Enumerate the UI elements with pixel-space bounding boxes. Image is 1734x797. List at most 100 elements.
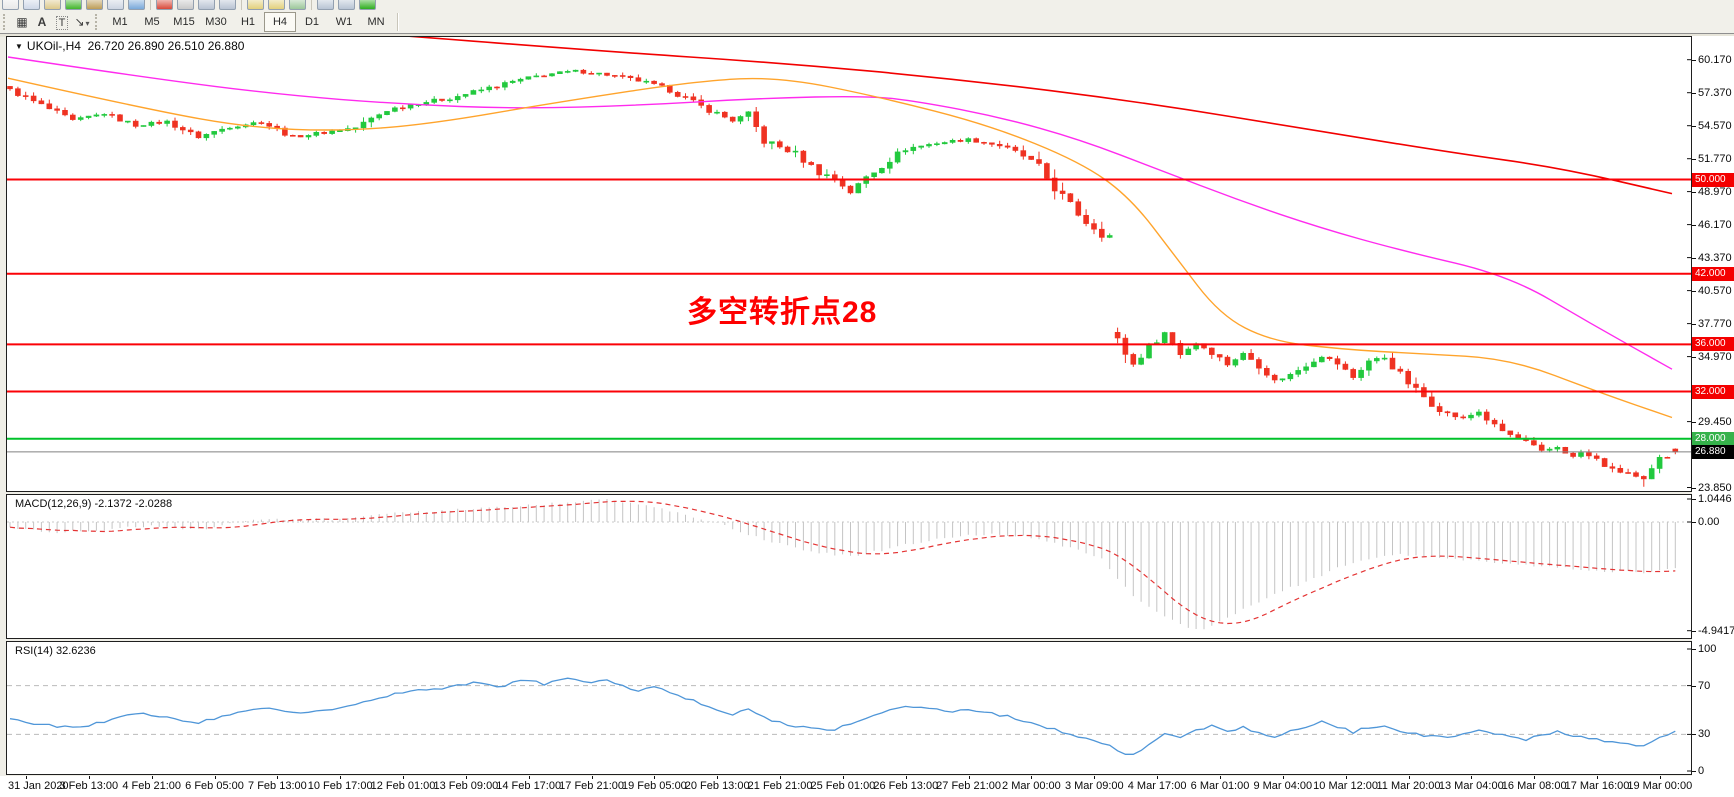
macd-pane[interactable]: MACD(12,26,9) -2.1372 -2.0288 — [6, 494, 1692, 639]
rsi-pane[interactable]: RSI(14) 32.6236 — [6, 641, 1692, 775]
time-axis-label: 17 Mar 16:00 — [1564, 780, 1630, 792]
time-axis-tick — [88, 776, 90, 779]
toolbar-row-2: ▦ A T ↘▾ M1 M5 M15 M30 H1 H4 D1 W1 MN — [0, 11, 1734, 34]
chart-shift-icon[interactable] — [338, 0, 355, 10]
time-axis-tick — [465, 776, 467, 779]
time-axis-label: 16 Mar 08:00 — [1501, 780, 1567, 792]
profiles-icon[interactable] — [107, 0, 124, 10]
indicators-add-icon[interactable] — [65, 0, 82, 10]
axis-tick — [1692, 125, 1696, 127]
timeframe-button-h4[interactable]: H4 — [264, 12, 296, 32]
price-axis-label: 40.570 — [1698, 284, 1732, 297]
price-axis-label: 0 — [1698, 765, 1705, 777]
candle-chart-icon[interactable] — [198, 0, 215, 10]
time-axis-label: 25 Feb 01:00 — [810, 780, 876, 792]
line-chart-icon[interactable] — [219, 0, 236, 10]
time-axis-tick — [780, 776, 782, 779]
time-axis-label: 14 Feb 17:00 — [496, 780, 562, 792]
timeframe-button-m5[interactable]: M5 — [144, 16, 160, 28]
price-axis[interactable]: 60.170 57.370 54.570 51.770 48.970 46.170 43.3… — [1692, 36, 1734, 797]
zoom-in-icon[interactable] — [247, 0, 264, 10]
toolbar-separator — [150, 0, 151, 10]
chart-title: ▼ UKOil-,H4 26.720 26.890 26.510 26.880 — [15, 39, 244, 53]
time-axis-label: 13 Feb 09:00 — [433, 780, 499, 792]
price-axis-label: 34.970 — [1698, 350, 1732, 363]
chart-symbol-period: UKOil-,H4 — [26, 39, 81, 53]
price-axis-label: 30 — [1698, 728, 1711, 741]
bar-chart-icon[interactable] — [177, 0, 194, 10]
time-axis-tick — [1534, 776, 1536, 779]
time-axis-tick — [1282, 776, 1284, 779]
price-axis-label: -4.9417 — [1698, 624, 1734, 637]
new-order-icon[interactable] — [2, 0, 19, 10]
price-axis-label: 70 — [1698, 679, 1711, 692]
time-axis-tick — [403, 776, 404, 779]
timeframe-button-w1[interactable]: W1 — [335, 16, 353, 28]
axis-tick — [1692, 487, 1696, 489]
price-axis-label: 100 — [1698, 643, 1717, 655]
rsi-canvas — [7, 648, 1691, 772]
price-axis-label: 51.770 — [1698, 152, 1732, 165]
toolbar-grip[interactable] — [95, 14, 100, 30]
time-axis-tick — [528, 776, 530, 779]
time-axis-label: 10 Feb 17:00 — [307, 780, 373, 792]
chart-text-annotation[interactable]: 多空转折点28 — [687, 296, 878, 329]
timeframe-button-h1[interactable]: H1 — [240, 16, 256, 28]
macd-signal-line — [9, 500, 1676, 625]
chevron-down-icon[interactable]: ▼ — [15, 42, 23, 51]
timeframe-button-m1[interactable]: M1 — [112, 16, 128, 28]
time-axis-tick — [1094, 776, 1096, 779]
zoom-icon[interactable] — [44, 0, 61, 10]
price-level-badge-50.000: 50.000 — [1692, 172, 1734, 187]
axis-tick — [1692, 771, 1696, 772]
toolbar-separator — [397, 13, 398, 31]
grid-toggle-icon[interactable] — [289, 0, 306, 10]
axis-tick — [1692, 734, 1696, 736]
template-icon[interactable] — [86, 0, 103, 10]
timeframe-button-m30[interactable]: M30 — [205, 16, 227, 28]
time-axis-label: 17 Feb 21:00 — [559, 780, 625, 792]
toolbar-grip[interactable] — [3, 14, 8, 30]
time-axis-label: 3 Feb 13:00 — [59, 780, 119, 792]
toolbar-row-1 — [0, 0, 1734, 11]
timeframe-button-m15[interactable]: M15 — [173, 16, 195, 28]
timeframe-button-d1[interactable]: D1 — [304, 16, 320, 28]
time-axis-tick — [277, 776, 279, 779]
timeframe-button-mn[interactable]: MN — [367, 16, 385, 28]
draw-tools-icon[interactable]: ↘▾ — [74, 15, 90, 29]
time-axis-label: 6 Feb 05:00 — [185, 780, 244, 792]
macd-histogram — [9, 499, 1676, 630]
globe-icon[interactable] — [128, 0, 145, 10]
macd-label: MACD(12,26,9) -2.1372 -2.0288 — [15, 498, 173, 510]
time-axis[interactable]: 31 Jan 2020 3 Feb 13:00 4 Feb 21:00 6 Feb 0… — [0, 776, 1734, 797]
grid-tool-icon[interactable]: ▦ — [16, 15, 28, 29]
time-axis-label: 19 Feb 05:00 — [621, 780, 687, 792]
chart-ohlc-values: 26.720 26.890 26.510 26.880 — [87, 39, 245, 53]
fast-ma-line — [7, 77, 1673, 419]
cursor-tool-icon[interactable]: A — [37, 15, 47, 29]
price-axis-label: 46.170 — [1698, 218, 1732, 231]
time-axis-tick — [26, 776, 27, 779]
auto-scroll-icon[interactable] — [317, 0, 334, 10]
charts-icon[interactable] — [23, 0, 40, 10]
price-axis-label: 54.570 — [1698, 119, 1732, 132]
rsi-line — [9, 677, 1676, 755]
window-top-border — [0, 33, 1734, 37]
zoom-out-icon[interactable] — [268, 0, 285, 10]
price-level-badge-28.000: 28.000 — [1692, 431, 1734, 446]
axis-tick — [1692, 499, 1696, 500]
time-axis-tick — [214, 776, 216, 779]
toolbar-separator — [241, 0, 242, 10]
price-axis-label: 48.970 — [1698, 185, 1732, 198]
axis-tick — [1692, 630, 1696, 632]
axis-tick — [1692, 59, 1696, 61]
time-axis-label: 20 Feb 13:00 — [684, 780, 750, 792]
axis-tick — [1692, 356, 1696, 358]
main-chart-pane[interactable]: ▼ UKOil-,H4 26.720 26.890 26.510 26.880 多… — [6, 36, 1692, 492]
time-axis-tick — [1597, 776, 1598, 779]
text-tool-icon[interactable]: T — [52, 13, 72, 31]
time-axis-label: 27 Feb 21:00 — [936, 780, 1002, 792]
stop-icon[interactable] — [156, 0, 173, 10]
add-indicator-icon[interactable] — [359, 0, 376, 10]
time-axis-tick — [151, 776, 153, 779]
